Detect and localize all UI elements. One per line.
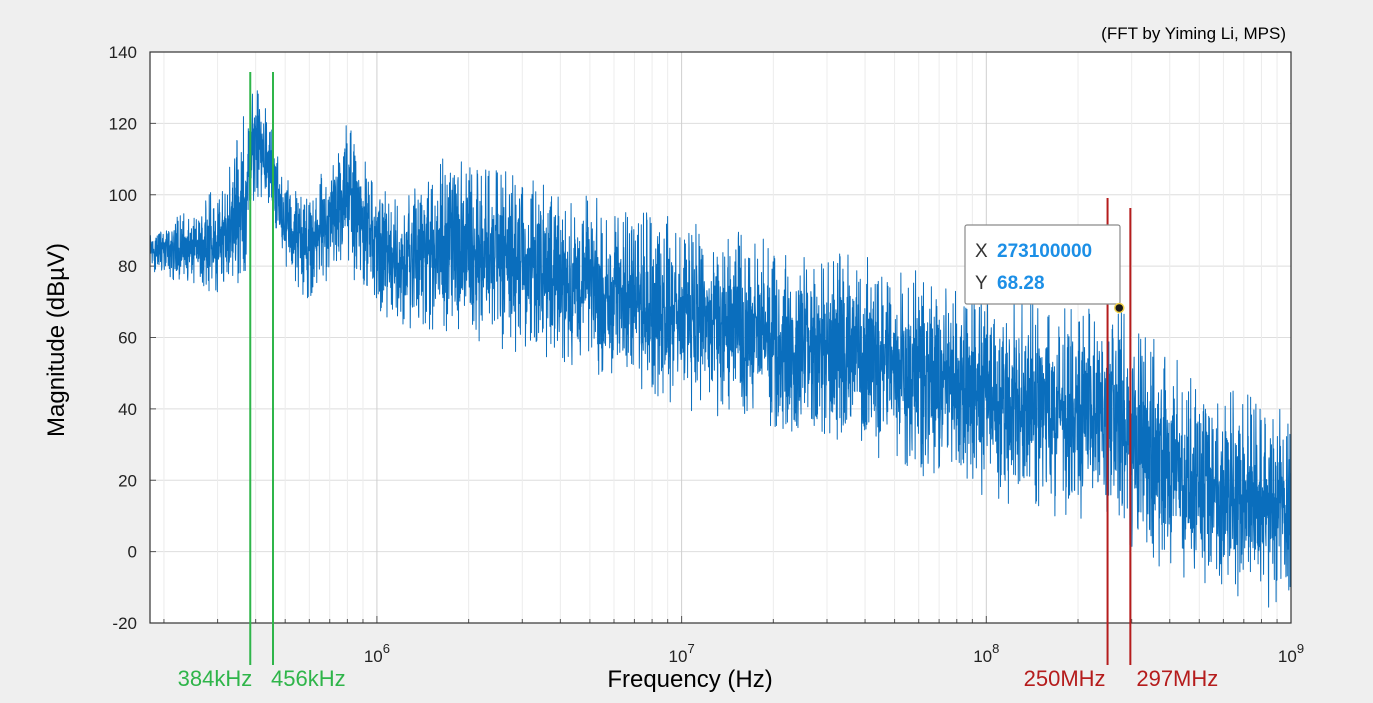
y-tick-label: -20 [112,614,137,633]
y-axis-title: Magnitude (dBµV) [43,243,70,437]
x-tick-exponent: 7 [687,641,694,656]
y-tick-label: 40 [118,400,137,419]
x-axis-title: Frequency (Hz) [607,666,772,693]
chart-credit: (FFT by Yiming Li, MPS) [1101,24,1286,43]
spectrum-line [149,90,1292,608]
y-tick-label: 140 [109,43,137,62]
y-tick-label: 60 [118,329,137,348]
y-tick-labels: -20 0 20 40 60 80 100 120 140 [109,43,137,633]
marker-label: 456kHz [271,666,346,691]
data-tip-y-value: 68.28 [997,273,1045,294]
data-tip-x-key: X [975,241,988,262]
x-tick-label: 107 [669,641,695,666]
data-tip-point [1114,302,1125,314]
data-tip-x-value: 273100000 [997,241,1092,262]
y-tick-label: 100 [109,186,137,205]
data-tip-y-key: Y [975,273,988,294]
x-tick-exponent: 8 [992,641,999,656]
x-tick-base: 10 [973,647,992,666]
x-tick-labels: 106 107 108 109 [364,641,1304,666]
marker-label: 384kHz [178,666,253,691]
marker-lines: 384kHz 456kHz 250MHz 297MHz [178,72,1218,691]
x-tick-label: 106 [364,641,390,666]
x-tick-base: 10 [364,647,383,666]
y-tick-label: 0 [128,543,137,562]
data-tip-box [964,224,1121,305]
series-layer [149,90,1292,608]
y-tick-label: 120 [109,114,137,133]
x-tick-label: 108 [973,641,999,666]
y-tick-label: 20 [118,471,137,490]
y-tick-label: 80 [118,257,137,276]
plot-frame [149,51,1292,624]
data-tip[interactable]: X 273100000 Y 68.28 [964,224,1125,314]
marker-label: 250MHz [1024,666,1106,691]
marker-label: 297MHz [1136,666,1218,691]
x-tick-base: 10 [1278,647,1297,666]
x-tick-label: 109 [1278,641,1304,666]
x-tick-exponent: 6 [383,641,390,656]
x-tick-exponent: 9 [1297,641,1304,656]
x-tick-base: 10 [669,647,688,666]
